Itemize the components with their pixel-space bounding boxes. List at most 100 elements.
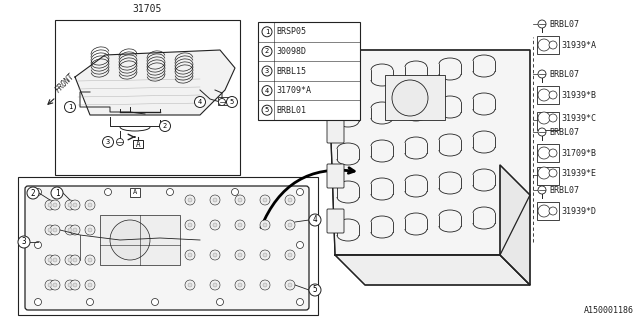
Bar [258, 22, 360, 120]
Circle shape [188, 223, 192, 227]
Polygon shape [330, 50, 530, 255]
Circle shape [70, 280, 80, 290]
Text: 5: 5 [265, 107, 269, 113]
Circle shape [73, 258, 77, 262]
Text: 2: 2 [163, 123, 167, 129]
Circle shape [35, 242, 42, 249]
Circle shape [260, 195, 270, 205]
Circle shape [260, 220, 270, 230]
Circle shape [549, 169, 557, 177]
Circle shape [110, 220, 150, 260]
Circle shape [50, 225, 60, 235]
Circle shape [18, 236, 30, 248]
Text: 5: 5 [313, 285, 317, 294]
Text: BRBL01: BRBL01 [276, 106, 306, 115]
Bar [133, 140, 143, 148]
Text: 31939*D: 31939*D [561, 206, 596, 215]
Circle shape [185, 195, 195, 205]
Circle shape [285, 195, 295, 205]
Circle shape [238, 253, 242, 257]
Circle shape [538, 186, 546, 194]
FancyBboxPatch shape [327, 74, 344, 98]
Bar [385, 75, 445, 120]
Text: 5: 5 [230, 99, 234, 105]
Circle shape [210, 280, 220, 290]
Circle shape [262, 27, 272, 37]
Circle shape [50, 255, 60, 265]
Polygon shape [335, 255, 530, 285]
Bar [218, 97, 232, 105]
Circle shape [227, 97, 237, 108]
Text: 1: 1 [265, 29, 269, 35]
Text: BRBL07: BRBL07 [549, 20, 579, 28]
Circle shape [538, 39, 550, 51]
Circle shape [538, 167, 550, 179]
Circle shape [235, 195, 245, 205]
Circle shape [35, 299, 42, 306]
Circle shape [185, 280, 195, 290]
Text: 31709*B: 31709*B [561, 148, 596, 157]
Circle shape [70, 200, 80, 210]
Circle shape [85, 200, 95, 210]
Text: BRBL07: BRBL07 [549, 127, 579, 137]
Text: 31709*A: 31709*A [276, 86, 311, 95]
Circle shape [85, 225, 95, 235]
Polygon shape [75, 50, 235, 115]
Circle shape [48, 283, 52, 287]
Text: 31939*B: 31939*B [561, 91, 596, 100]
Circle shape [262, 86, 272, 96]
Circle shape [73, 228, 77, 232]
Circle shape [65, 255, 75, 265]
Circle shape [68, 203, 72, 207]
Circle shape [213, 253, 217, 257]
Circle shape [538, 128, 546, 136]
Circle shape [27, 187, 39, 199]
Circle shape [549, 41, 557, 49]
Text: BRBL07: BRBL07 [549, 69, 579, 78]
Circle shape [188, 283, 192, 287]
Circle shape [65, 280, 75, 290]
Text: A: A [136, 140, 140, 148]
Circle shape [53, 228, 57, 232]
Circle shape [53, 203, 57, 207]
Bar [537, 112, 559, 130]
Bar [537, 167, 559, 185]
Circle shape [288, 198, 292, 202]
Circle shape [263, 253, 267, 257]
Circle shape [262, 105, 272, 115]
Text: 4: 4 [265, 88, 269, 94]
Circle shape [288, 223, 292, 227]
Circle shape [216, 299, 223, 306]
FancyBboxPatch shape [327, 209, 344, 233]
FancyBboxPatch shape [327, 119, 344, 143]
Text: A: A [133, 189, 137, 196]
Circle shape [68, 283, 72, 287]
Circle shape [235, 250, 245, 260]
Text: 31705: 31705 [133, 4, 162, 14]
Circle shape [210, 250, 220, 260]
Circle shape [210, 220, 220, 230]
Text: 4: 4 [198, 99, 202, 105]
Circle shape [188, 253, 192, 257]
Circle shape [288, 253, 292, 257]
Circle shape [45, 225, 55, 235]
Circle shape [68, 228, 72, 232]
Circle shape [538, 70, 546, 78]
Text: 31939*A: 31939*A [561, 41, 596, 50]
Circle shape [50, 280, 60, 290]
Circle shape [296, 188, 303, 196]
Circle shape [65, 101, 76, 113]
Circle shape [159, 121, 170, 132]
Circle shape [235, 280, 245, 290]
Circle shape [549, 91, 557, 99]
Circle shape [88, 283, 92, 287]
Text: 1: 1 [54, 188, 60, 197]
Circle shape [238, 283, 242, 287]
Circle shape [185, 250, 195, 260]
Circle shape [213, 283, 217, 287]
Circle shape [152, 299, 159, 306]
Circle shape [104, 188, 111, 196]
Circle shape [185, 220, 195, 230]
Circle shape [70, 255, 80, 265]
Bar [55, 20, 240, 175]
